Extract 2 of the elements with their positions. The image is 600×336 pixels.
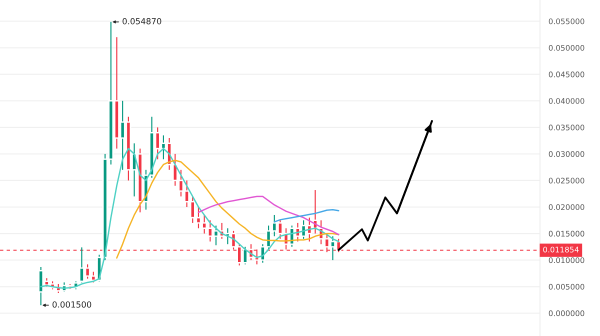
annotation: 0.054870 xyxy=(122,18,162,24)
annotation: 0.001500 xyxy=(52,301,92,308)
